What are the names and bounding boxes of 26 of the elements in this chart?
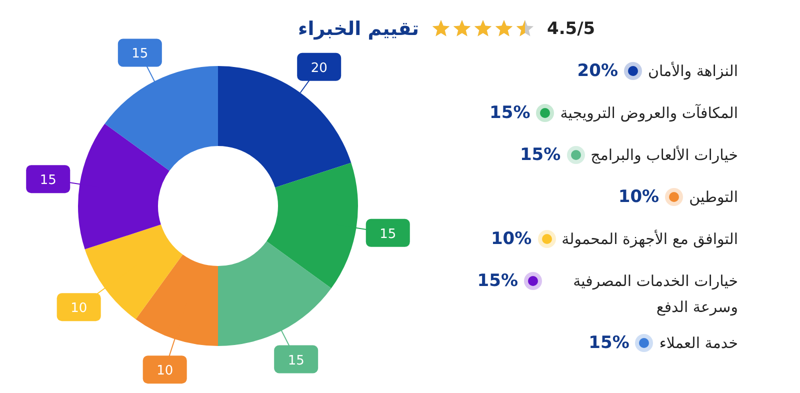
data-label: 20 <box>310 60 328 76</box>
data-label: 15 <box>288 353 304 368</box>
chart-title: تقييم الخبراء <box>298 18 419 40</box>
text: 20% <box>577 60 618 83</box>
text: 10% <box>618 186 660 209</box>
donut-slice <box>104 66 218 171</box>
text: 10% <box>490 228 532 251</box>
legend-label: خيارات الخدمات المصرفية وسرعة الدفع <box>572 271 738 318</box>
data-label: 15 <box>132 46 148 62</box>
legend-label: النزاهة والأمان <box>648 60 738 82</box>
legend-label: خدمة العملاء <box>659 333 738 354</box>
legend-label: خيارات الألعاب والبرامج <box>590 144 738 166</box>
text: 15% <box>520 144 561 167</box>
text: 15% <box>490 102 530 125</box>
text: 15% <box>477 270 518 293</box>
legend-label: التوافق مع الأجهزة المحمولة <box>562 228 738 250</box>
data-label: 10 <box>70 301 88 316</box>
data-label: 15 <box>40 173 56 188</box>
donut-slice <box>84 224 183 320</box>
data-label: 10 <box>156 364 174 379</box>
donut-slice <box>218 241 332 346</box>
legend-label: التوطين <box>689 187 738 208</box>
chart-subtitle: 4.5/5 <box>546 19 596 39</box>
text: 15% <box>588 332 630 355</box>
data-label: 15 <box>380 226 396 242</box>
legend-label: المكافآت والعروض الترويجية <box>560 103 738 124</box>
